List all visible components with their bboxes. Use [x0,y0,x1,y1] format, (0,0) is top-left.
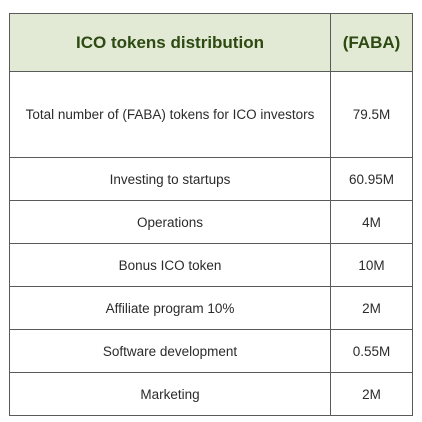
table-row: Investing to startups 60.95M [9,157,413,201]
token-distribution-table: ICO tokens distribution (FABA) Total num… [9,13,413,416]
row-label-cell: Total number of (FABA) tokens for ICO in… [9,71,331,158]
table-row: Total number of (FABA) tokens for ICO in… [9,71,413,158]
table-row: Marketing 2M [9,372,413,416]
table-row: Affiliate program 10% 2M [9,286,413,330]
table-row: Operations 4M [9,200,413,244]
row-value-cell: 10M [330,243,413,287]
row-value-cell: 0.55M [330,329,413,373]
table-row: Bonus ICO token 10M [9,243,413,287]
row-value-cell: 60.95M [330,157,413,201]
row-value-cell: 79.5M [330,71,413,158]
row-label-cell: Bonus ICO token [9,243,331,287]
header-label-cell: ICO tokens distribution [9,13,331,72]
row-value-cell: 2M [330,372,413,416]
row-value-cell: 4M [330,200,413,244]
row-label-cell: Investing to startups [9,157,331,201]
header-value-cell: (FABA) [330,13,413,72]
row-label-cell: Affiliate program 10% [9,286,331,330]
table-row: Software development 0.55M [9,329,413,373]
row-label-cell: Marketing [9,372,331,416]
row-label-cell: Operations [9,200,331,244]
row-value-cell: 2M [330,286,413,330]
table-header-row: ICO tokens distribution (FABA) [9,13,413,72]
row-label-cell: Software development [9,329,331,373]
